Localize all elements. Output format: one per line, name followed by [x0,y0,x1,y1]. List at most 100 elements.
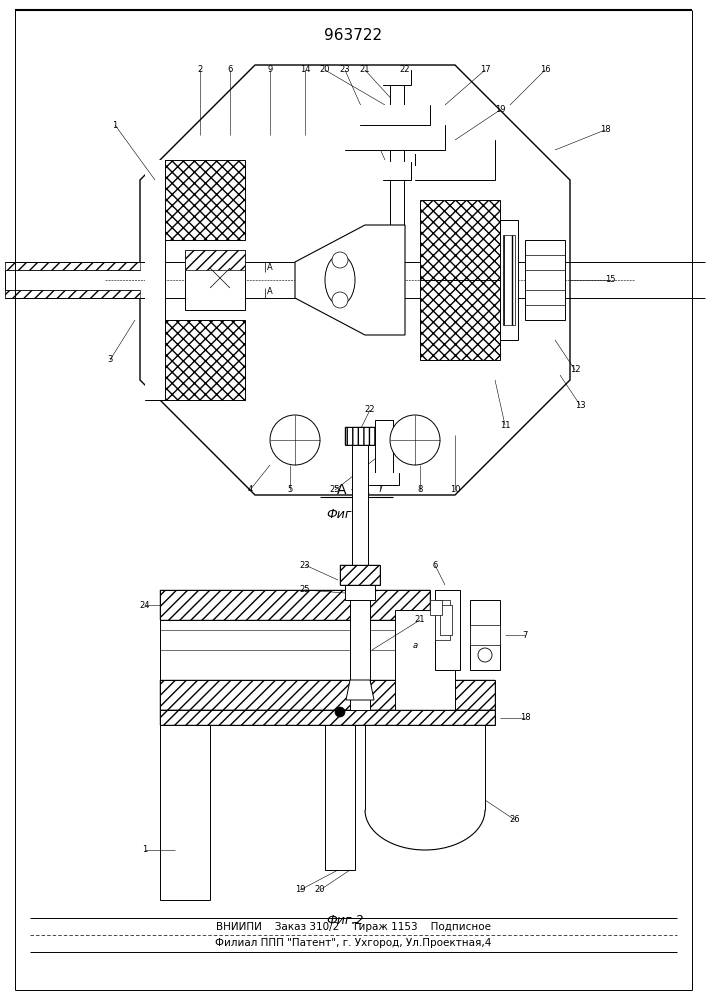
Bar [503,235,515,325]
Circle shape [390,415,440,465]
Text: 20: 20 [320,66,330,75]
Text: А - А: А - А [337,483,369,497]
Bar [345,427,375,445]
Bar [325,710,355,870]
Bar [326,710,354,870]
Text: б: б [433,560,438,570]
Ellipse shape [325,255,355,305]
Bar [160,680,495,710]
Text: A: A [267,288,273,296]
Text: а: а [412,641,418,650]
Text: 19: 19 [295,886,305,894]
Text: 9: 9 [267,66,273,75]
Bar [525,240,565,320]
Bar [383,162,411,180]
Text: 1: 1 [112,120,117,129]
Text: Филиал ППП "Патент", г. Ухгород, Ул.Проектная,4: Филиал ППП "Патент", г. Ухгород, Ул.Прое… [215,938,491,948]
Bar [383,70,411,85]
Bar [500,220,518,340]
Bar [345,125,445,150]
Bar [5,262,145,298]
Bar [160,680,495,710]
Circle shape [335,707,345,717]
Bar [435,590,460,670]
Bar [150,160,245,240]
Bar [395,610,405,710]
Text: 7: 7 [522,631,527,640]
Bar [369,473,399,485]
Bar [345,585,375,600]
Text: 11: 11 [500,420,510,430]
Bar [360,105,430,125]
Bar [470,600,500,670]
Text: 13: 13 [575,400,585,410]
Bar [345,427,375,445]
Text: A: A [267,263,273,272]
Bar [5,262,140,270]
Text: 18: 18 [520,714,530,722]
Bar [340,565,380,585]
Bar [369,473,399,485]
Bar [420,200,500,280]
Text: 23: 23 [300,560,310,570]
Text: 963722: 963722 [324,27,382,42]
Text: 20: 20 [315,886,325,894]
Bar [160,620,430,680]
Bar [340,565,380,585]
Bar [415,140,495,180]
Bar [383,162,411,180]
Text: 8: 8 [417,486,423,494]
Bar [185,250,245,310]
Text: 22: 22 [365,406,375,414]
Text: 17: 17 [479,66,491,75]
Text: Фиг.2: Фиг.2 [326,914,363,926]
Bar [160,590,430,620]
Text: 18: 18 [600,125,610,134]
Text: 19: 19 [495,105,506,114]
Text: 6: 6 [228,66,233,75]
Bar [150,320,245,400]
Text: 1: 1 [142,846,148,854]
Bar [160,710,495,725]
Text: 14: 14 [300,66,310,75]
Bar [350,570,370,710]
Text: 23: 23 [339,66,350,75]
Circle shape [332,252,348,268]
Text: 16: 16 [539,66,550,75]
Text: 4: 4 [247,486,252,494]
Bar [360,105,430,125]
Bar [470,625,500,645]
Text: 21: 21 [360,66,370,75]
Bar [185,250,245,270]
Circle shape [270,415,320,465]
Text: ВНИИПИ    Заказ 310/2    Тираж 1153    Подписное: ВНИИПИ Заказ 310/2 Тираж 1153 Подписное [216,922,491,932]
Bar [160,590,430,620]
Text: 7: 7 [378,486,382,494]
Bar [352,435,368,565]
Bar [415,140,495,154]
Bar [5,290,140,298]
Polygon shape [140,65,570,495]
Text: 22: 22 [399,66,410,75]
Bar [383,70,411,85]
Bar [145,160,165,400]
Text: Фиг.1: Фиг.1 [326,508,363,522]
Text: 5: 5 [287,486,293,494]
Text: 12: 12 [570,365,580,374]
Bar [395,610,455,710]
Text: 10: 10 [450,486,460,494]
Bar [503,235,515,325]
Text: 24: 24 [140,600,151,609]
Bar [440,605,452,635]
Bar [375,420,393,480]
Bar [390,82,404,262]
Text: 2: 2 [197,66,203,75]
Text: 21: 21 [415,615,425,624]
Text: 25: 25 [329,486,340,494]
Bar [145,160,165,400]
Text: 15: 15 [604,275,615,284]
Bar [445,610,455,710]
Text: 26: 26 [510,816,520,824]
Circle shape [478,648,492,662]
Bar [345,125,445,150]
